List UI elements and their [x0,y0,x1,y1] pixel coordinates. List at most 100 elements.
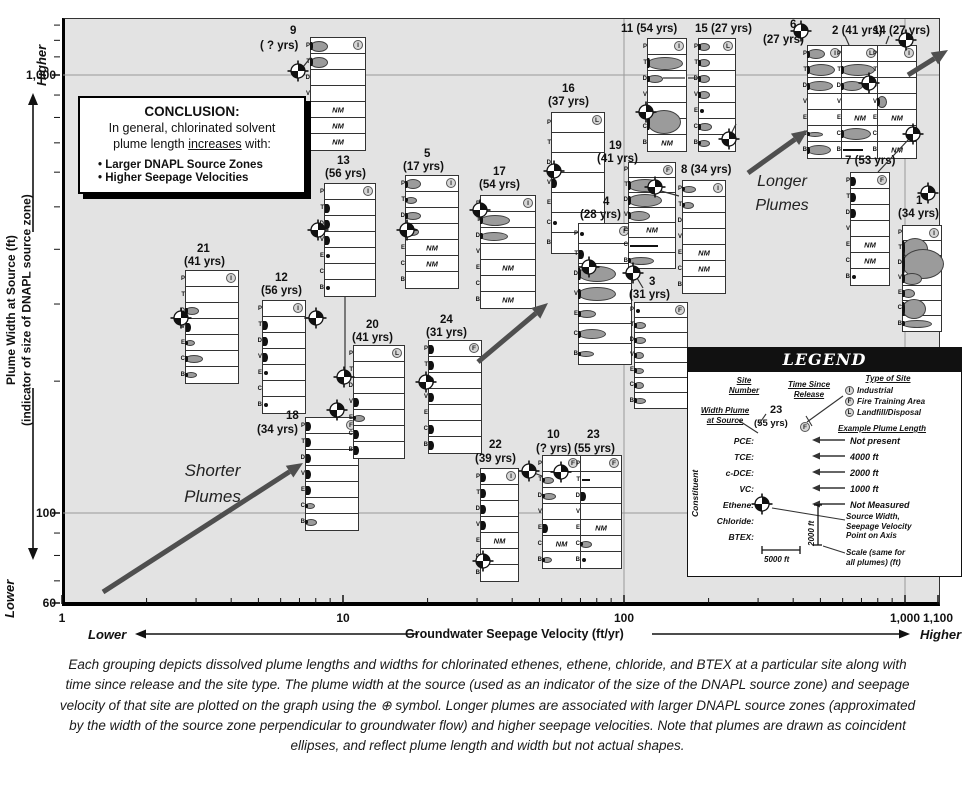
legend-constituent-axis-label: Constituent [690,469,700,517]
site-type-circle: L [723,41,733,51]
source-width-tip [902,274,905,283]
constituent-row-BTEX: B [476,565,518,581]
constituent-row-BTEX: B [846,269,889,285]
not-measured-label: NM [661,138,673,148]
legend-title: LEGEND [688,348,961,372]
y-tick-label: 100 [35,506,56,520]
site-card-3: P T D V E C B F [630,302,688,409]
plume-tick [429,440,434,450]
source-width-tip [807,146,810,154]
plume-tick [263,336,268,346]
constituent-row-Ethene: E [424,405,481,421]
plume-ellipse [807,81,833,91]
constituent-name: Ethene: [722,500,754,510]
source-width-tip [634,383,637,388]
constituent-row-VC: V [643,87,686,103]
row-letter: P [573,230,578,237]
row-letter: E [475,537,480,544]
constituent-row-Ethene: E NM [873,110,916,126]
site-label-18: 18 [286,410,299,422]
row-letter: E [677,249,682,256]
plume-ellipse [647,56,683,70]
constituent-row-PCE: P [678,181,725,197]
site-label-22: 22 [489,439,502,451]
row-letter: P [897,230,902,236]
site-type-circle: I [830,48,840,58]
plume-ellipse [807,145,831,155]
row-letter: T [424,361,428,368]
legend-type-of-site-heading: Type of Site [865,374,911,383]
not-measured-label: NM [891,145,903,155]
site-card-6: P T D V E C B I [803,45,843,159]
row-letter: E [300,486,305,493]
not-measured-label: NM [864,239,876,249]
conclusion-line1: In general, chlorinated solvent [108,121,276,135]
source-width-tip [634,368,637,373]
row-letter: P [546,119,551,126]
row-letter: E [872,114,877,121]
row-letter: C [423,425,428,432]
conclusion-title: CONCLUSION: [144,104,240,119]
site-card-14: P T D V E NM C B NM I [873,45,917,159]
x-higher-arrow-head [899,629,910,639]
row-letter: B [629,397,634,404]
y-axis-title: Plume Width at Source (ft) (indicator of… [4,194,34,426]
row-letter: P [475,200,480,207]
row-letter: D [623,197,628,203]
constituent-row-TCE: T [846,189,889,205]
constituent-row-PCE: P [476,469,518,485]
row-letter: T [630,322,634,328]
row-letter: P [319,188,324,195]
row-letter: E [400,244,405,251]
plume-tick [306,453,311,463]
row-letter: E [573,310,578,317]
legend-vertical-scale: 2000 ft [807,520,816,546]
row-letter: T [846,193,850,200]
plume-ellipse [628,210,650,221]
plume-tick [543,523,548,533]
row-letter: P [537,460,542,467]
constituent-row-VC: V [306,86,365,102]
legend-source-width-note: Source Width, Seepage Velocity Point on … [846,512,912,541]
constituent-row-PCE: P [258,301,305,317]
constituent-row-TCE: T [401,192,458,208]
constituent-row-Chloride: C [630,378,687,393]
constituent-row-PCE: P [349,346,404,362]
row-letter: E [575,524,580,531]
row-letter: E [897,290,902,296]
constituent-row-VC: V [349,394,404,410]
constituent-row-VC: V [476,517,518,533]
type-label: Industrial [857,386,894,395]
constituent-row-TCE: T [538,472,580,488]
row-letter: C [642,123,647,130]
source-width-tip [305,519,308,525]
y-axis-lower-label: Lower [2,579,17,618]
site-label-2: 2 (41 yrs) [832,25,883,37]
constituent-row-VC: V [401,224,458,240]
row-letter: V [537,508,542,515]
constituent-row-PCE: P [694,39,735,55]
constituent-row-Chloride: C [424,421,481,437]
type-circle-icon: L [845,408,854,418]
row-letter: C [872,130,877,137]
row-letter: C [573,330,578,337]
row-letter: B [575,557,580,563]
row-letter: B [836,147,841,153]
plume-tick [354,397,359,407]
site-label-5: 5 [424,148,431,160]
constituent-row-Ethene: E NM [624,223,675,238]
row-letter: E [845,241,850,248]
constituent-row-VC: V [181,319,238,335]
row-letter: D [348,382,353,389]
row-letter: V [475,521,480,528]
constituent-row-BTEX: B [301,514,358,530]
source-width-tip [647,58,650,68]
row-letter: P [623,167,628,173]
row-letter: D [836,82,841,89]
site-type-circle: F [568,458,578,468]
row-letter: T [837,66,841,73]
constituent-row-Ethene: E NM [846,237,889,253]
not-measured-label: NM [426,258,438,268]
type-circle-icon: F [845,397,854,407]
